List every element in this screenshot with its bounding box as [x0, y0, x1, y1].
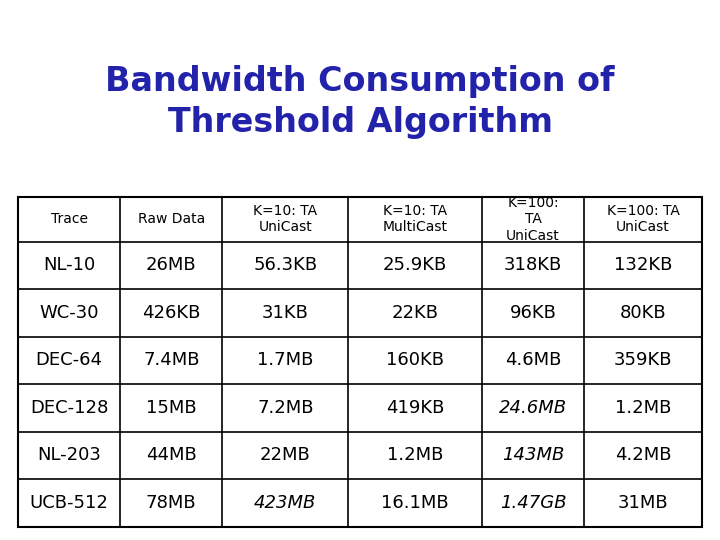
- Text: 96KB: 96KB: [510, 304, 557, 322]
- Text: 80KB: 80KB: [620, 304, 666, 322]
- Text: 7.2MB: 7.2MB: [257, 399, 314, 417]
- Text: 318KB: 318KB: [504, 256, 562, 274]
- Text: 16.1MB: 16.1MB: [381, 494, 449, 512]
- Text: 78MB: 78MB: [146, 494, 197, 512]
- Text: 1.47GB: 1.47GB: [500, 494, 566, 512]
- Text: WC-30: WC-30: [40, 304, 99, 322]
- Text: K=100:
TA
UniCast: K=100: TA UniCast: [506, 196, 560, 242]
- Text: 419KB: 419KB: [386, 399, 444, 417]
- Text: K=10: TA
MultiCast: K=10: TA MultiCast: [382, 204, 448, 234]
- Text: 359KB: 359KB: [613, 352, 672, 369]
- Text: 22KB: 22KB: [392, 304, 438, 322]
- Text: K=100: TA
UniCast: K=100: TA UniCast: [606, 204, 680, 234]
- Text: 56.3KB: 56.3KB: [253, 256, 318, 274]
- Text: 44MB: 44MB: [146, 446, 197, 464]
- Text: 160KB: 160KB: [386, 352, 444, 369]
- Text: 31KB: 31KB: [262, 304, 309, 322]
- Text: DEC-128: DEC-128: [30, 399, 108, 417]
- Text: 1.2MB: 1.2MB: [615, 399, 671, 417]
- Text: K=10: TA
UniCast: K=10: TA UniCast: [253, 204, 318, 234]
- Text: 31MB: 31MB: [618, 494, 668, 512]
- Text: 1.7MB: 1.7MB: [257, 352, 313, 369]
- Text: DEC-64: DEC-64: [35, 352, 103, 369]
- Text: 25.9KB: 25.9KB: [383, 256, 447, 274]
- Text: UCB-512: UCB-512: [30, 494, 109, 512]
- Text: Trace: Trace: [50, 212, 88, 226]
- Text: 22MB: 22MB: [260, 446, 311, 464]
- Text: 4.6MB: 4.6MB: [505, 352, 561, 369]
- Text: NL-10: NL-10: [43, 256, 95, 274]
- Text: 4.2MB: 4.2MB: [615, 446, 671, 464]
- Text: Bandwidth Consumption of
Threshold Algorithm: Bandwidth Consumption of Threshold Algor…: [105, 65, 615, 139]
- Text: Raw Data: Raw Data: [138, 212, 205, 226]
- Text: 24.6MB: 24.6MB: [499, 399, 567, 417]
- Text: NL-203: NL-203: [37, 446, 101, 464]
- Text: 1.2MB: 1.2MB: [387, 446, 444, 464]
- Text: 426KB: 426KB: [142, 304, 200, 322]
- Text: 143MB: 143MB: [502, 446, 564, 464]
- Text: 7.4MB: 7.4MB: [143, 352, 199, 369]
- Text: 15MB: 15MB: [146, 399, 197, 417]
- Text: 423MB: 423MB: [254, 494, 317, 512]
- Text: 26MB: 26MB: [146, 256, 197, 274]
- Text: 132KB: 132KB: [614, 256, 672, 274]
